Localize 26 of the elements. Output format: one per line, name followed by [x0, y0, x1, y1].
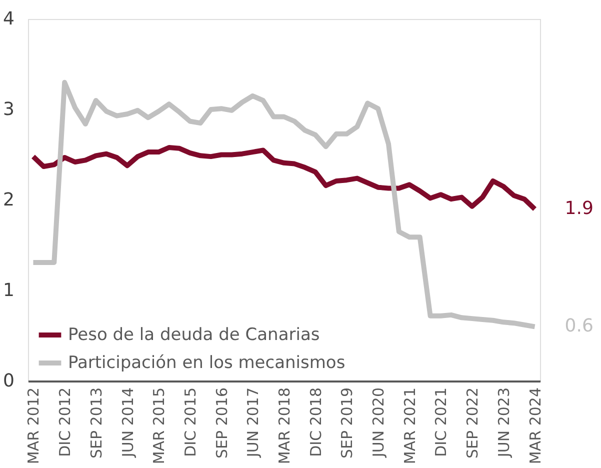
x-tick-label: SEP 2016 — [212, 388, 231, 458]
x-tick-label: JUN 2014 — [118, 388, 137, 458]
x-tick-label: MAR 2021 — [400, 388, 419, 464]
x-tick-label: DIC 2015 — [181, 388, 200, 457]
x-tick-label: DIC 2018 — [306, 388, 325, 457]
x-tick-label: JUN 2023 — [494, 388, 513, 458]
x-tick-label: DIC 2012 — [56, 388, 74, 457]
legend-label: Peso de la deuda de Canarias — [68, 325, 320, 345]
y-tick-label: 4 — [3, 8, 14, 30]
x-tick-label: MAR 2024 — [526, 388, 544, 464]
annotation: 0.6 — [564, 316, 594, 337]
x-tick-label: SEP 2019 — [338, 388, 356, 458]
x-tick-label: SEP 2022 — [464, 388, 482, 458]
legend-label: Participación en los mecanismos — [68, 353, 346, 373]
y-tick-label: 1 — [3, 280, 14, 301]
x-tick-label: MAR 2015 — [150, 388, 168, 464]
x-tick-label: JUN 2020 — [370, 388, 388, 458]
y-tick-label: 3 — [3, 99, 14, 120]
y-tick-label: 0 — [3, 370, 14, 392]
y-tick-label: 2 — [3, 190, 14, 210]
x-tick-label: SEP 2013 — [87, 388, 106, 458]
x-tick-label: DIC 2021 — [432, 388, 450, 457]
x-tick-label: MAR 2018 — [276, 388, 294, 464]
annotation: 1.9 — [564, 198, 594, 220]
x-tick-label: MAR 2012 — [24, 388, 43, 464]
x-tick-label: JUN 2017 — [244, 388, 262, 458]
